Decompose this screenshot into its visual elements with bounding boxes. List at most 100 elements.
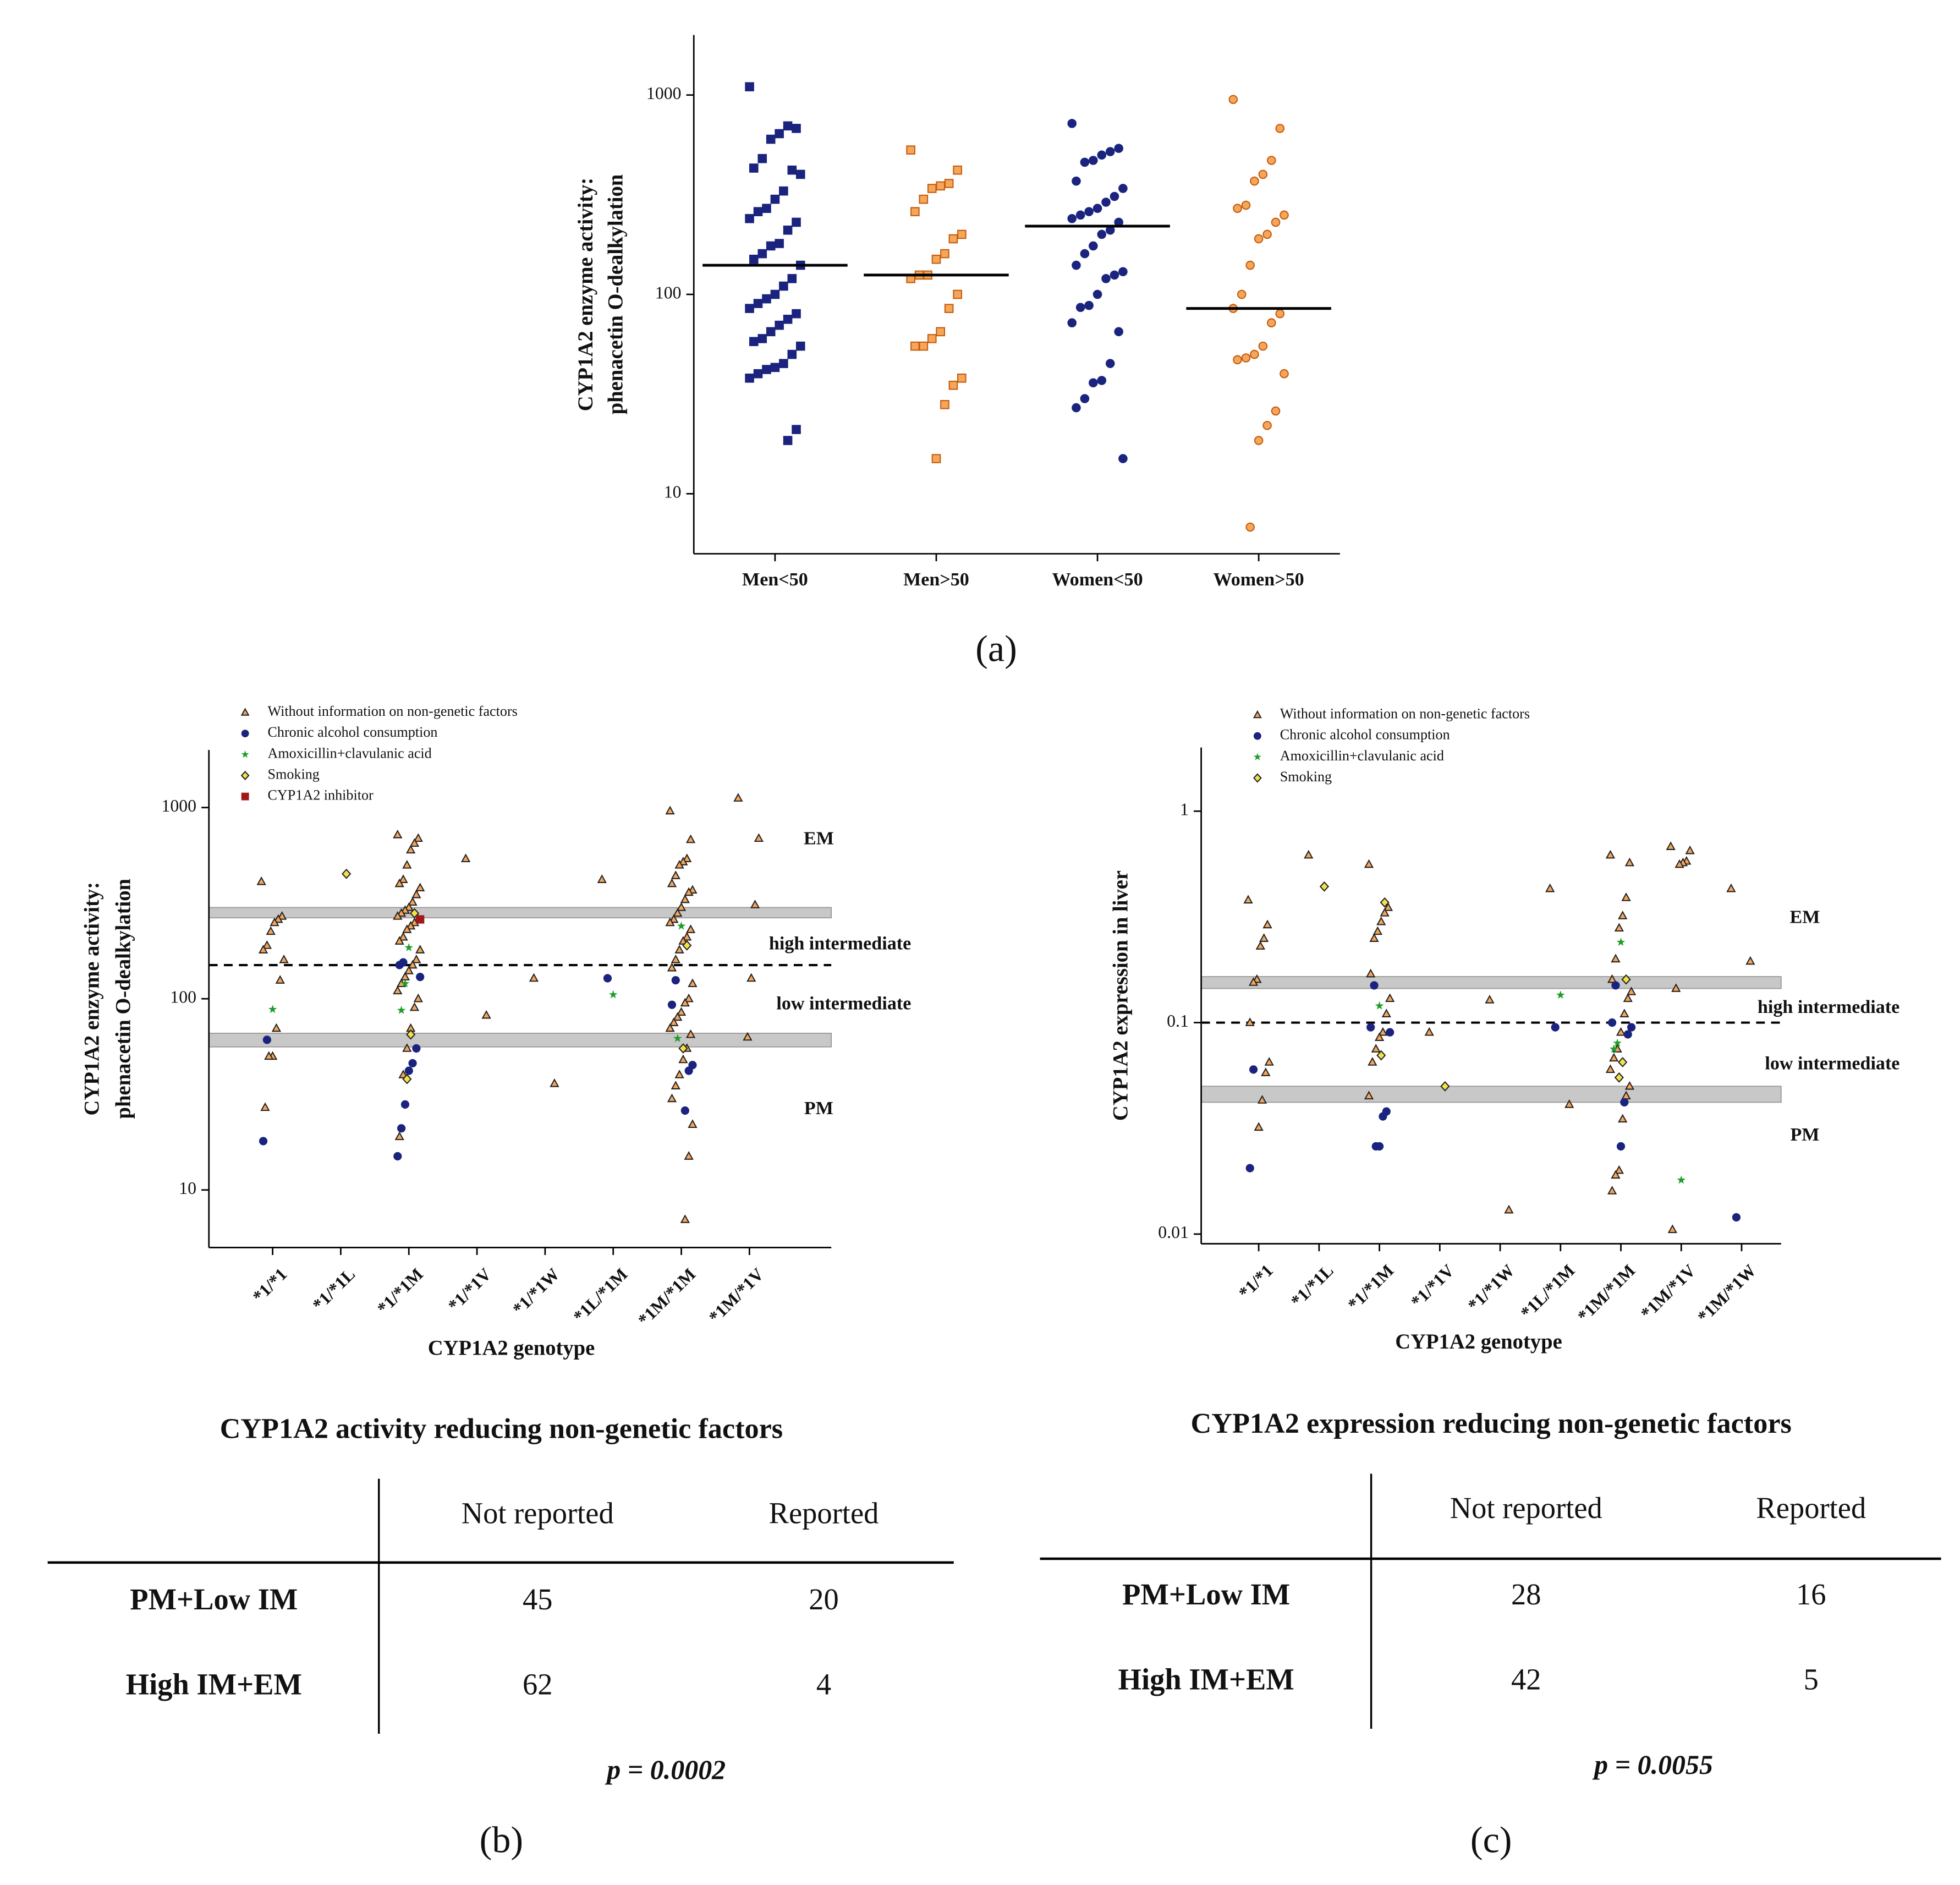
point (406, 920, 416, 930)
point (1228, 95, 1238, 105)
point (1618, 1114, 1628, 1123)
point (1605, 1064, 1616, 1073)
point (766, 134, 776, 144)
point (757, 154, 767, 163)
x-tick-label: Women>50 (1214, 569, 1304, 590)
row-label: PM+Low IM (130, 1582, 298, 1616)
point (408, 960, 418, 969)
point (460, 853, 471, 863)
point (688, 978, 698, 988)
y-tick-label: 0.1 (1167, 1011, 1189, 1031)
point (680, 1106, 689, 1115)
point (262, 940, 272, 949)
legend-label: Without information on non-genetic facto… (268, 703, 518, 719)
legend-marker (1253, 773, 1262, 783)
region-label: low intermediate (776, 993, 911, 1013)
point (1275, 124, 1285, 133)
x-axis-label: CYP1A2 genotype (428, 1336, 595, 1360)
point (787, 165, 797, 175)
point (416, 915, 425, 924)
point (795, 169, 805, 179)
point (671, 870, 680, 879)
point (1245, 260, 1255, 270)
point (936, 181, 946, 191)
point (1080, 249, 1090, 259)
point (1319, 881, 1330, 892)
y-tick-label: 10 (664, 483, 682, 502)
x-tick-label: *1/*1W (509, 1264, 563, 1319)
point (1616, 938, 1626, 946)
point (770, 363, 780, 372)
point (1440, 1081, 1450, 1092)
point (685, 1029, 696, 1038)
point (1371, 1142, 1380, 1151)
point (1369, 933, 1379, 942)
region-label: EM (804, 829, 834, 849)
point (775, 320, 784, 330)
point (1627, 1023, 1636, 1032)
point (1364, 1091, 1374, 1100)
point (783, 121, 793, 131)
point (1614, 1072, 1624, 1083)
region-label: low intermediate (1765, 1053, 1899, 1073)
point (770, 289, 780, 299)
point (406, 1029, 416, 1040)
point (1067, 213, 1077, 223)
point (1084, 207, 1094, 216)
point (684, 993, 694, 1002)
point (665, 805, 675, 815)
point (678, 1043, 688, 1054)
point (1666, 841, 1676, 850)
point (1685, 845, 1695, 854)
point (1624, 857, 1635, 867)
point (1097, 376, 1107, 385)
point (749, 163, 759, 173)
point (1609, 1044, 1618, 1053)
point (1075, 303, 1085, 313)
point (394, 936, 404, 945)
point (1371, 1044, 1381, 1053)
point (395, 961, 404, 969)
y-tick-label: 100 (170, 988, 196, 1007)
point (1618, 911, 1628, 919)
point (1250, 176, 1259, 186)
x-tick-label: Men>50 (903, 569, 969, 590)
point (775, 239, 784, 248)
point (671, 954, 680, 963)
y-axis-label: CYP1A2 enzyme activity: (574, 178, 597, 412)
p-value: p = 0.0002 (605, 1754, 726, 1785)
point (1667, 1224, 1678, 1234)
point (953, 289, 962, 299)
point (684, 887, 694, 896)
point (394, 878, 404, 887)
point (792, 425, 801, 434)
y-tick-label: 1000 (646, 84, 682, 103)
point (953, 165, 962, 175)
x-tick-label: *1M/*1V (1637, 1261, 1699, 1323)
point (682, 853, 692, 863)
point (412, 1044, 421, 1053)
column-header: Reported (769, 1496, 879, 1530)
point (762, 294, 771, 304)
point (1110, 270, 1119, 280)
point (1376, 916, 1386, 925)
table-title: CYP1A2 activity reducing non-genetic fac… (220, 1412, 783, 1444)
table-title: CYP1A2 expression reducing non-genetic f… (1191, 1407, 1792, 1439)
point (608, 990, 618, 999)
cell: 5 (1804, 1662, 1819, 1696)
point (667, 878, 677, 887)
cell: 28 (1511, 1577, 1541, 1611)
point (1243, 895, 1253, 904)
point (1726, 883, 1736, 892)
y-tick-label: 10 (179, 1179, 196, 1198)
y-tick-label: 0.01 (1158, 1223, 1189, 1242)
point (792, 309, 801, 319)
point (1072, 260, 1081, 270)
point (931, 454, 941, 463)
point (1386, 1028, 1394, 1037)
point (1245, 1164, 1254, 1172)
point (258, 945, 268, 954)
point (394, 1131, 404, 1141)
point (927, 334, 937, 343)
point (957, 229, 967, 239)
